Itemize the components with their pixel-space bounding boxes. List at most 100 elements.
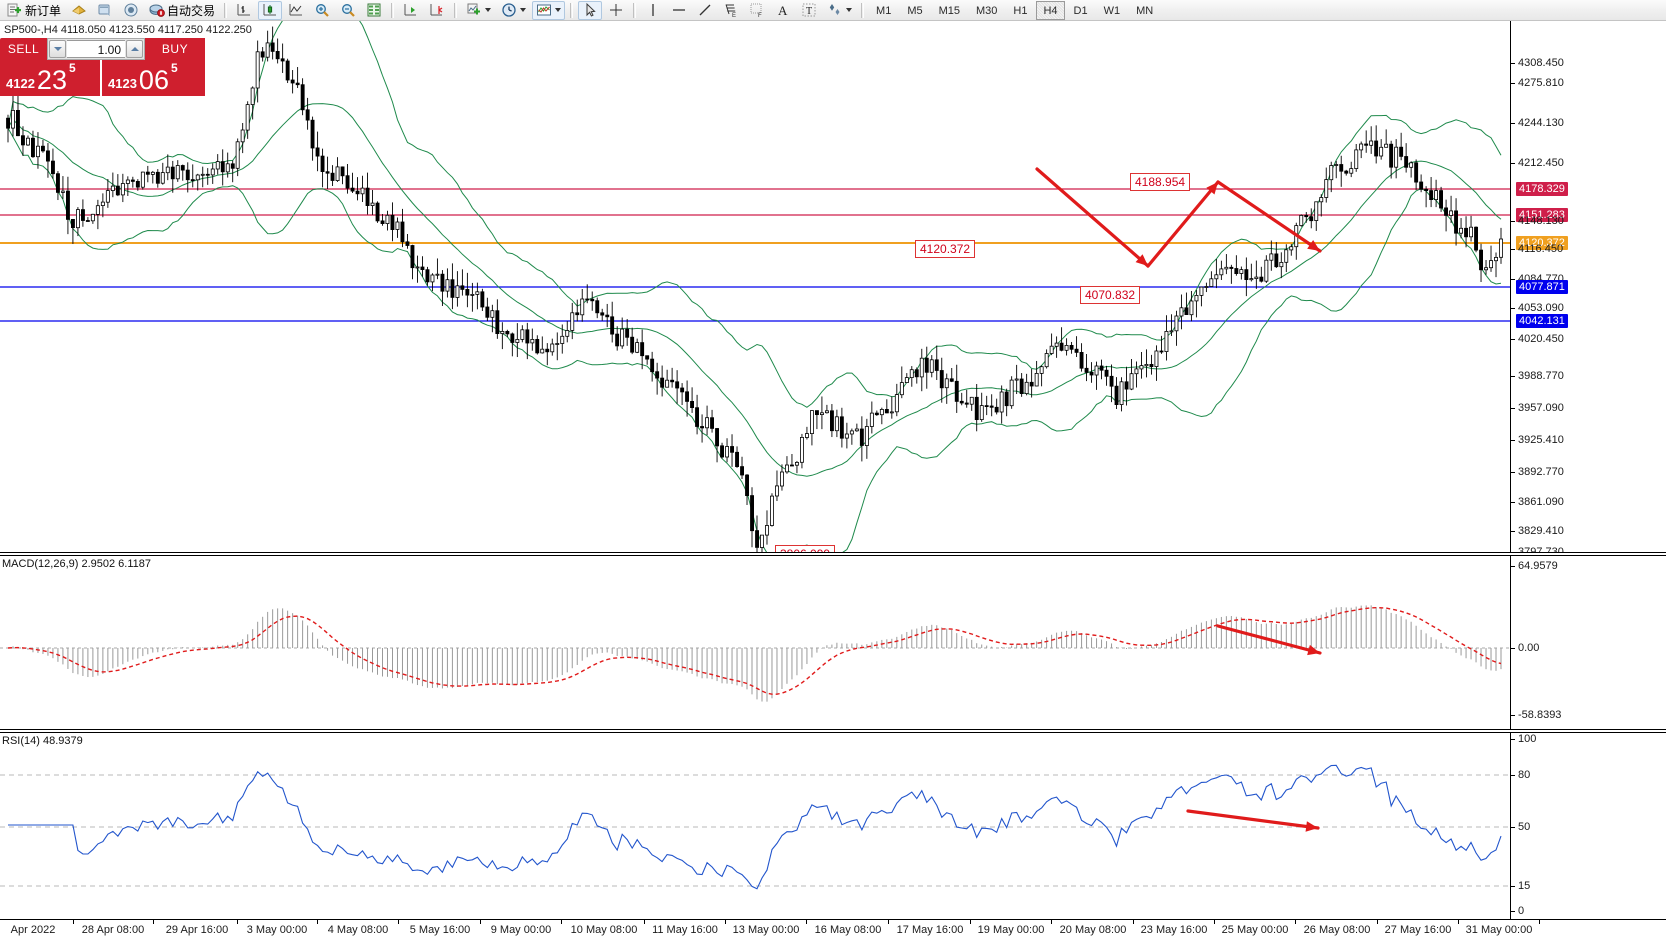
axis-tick: [1511, 715, 1515, 716]
price-level-label[interactable]: 4042.131: [1516, 314, 1568, 328]
shapes-button[interactable]: [823, 1, 856, 20]
trendline-button[interactable]: [693, 1, 717, 20]
timeframe-mn[interactable]: MN: [1136, 4, 1154, 17]
autotrading-button[interactable]: 自动交易: [145, 1, 219, 20]
navigator-button[interactable]: [119, 1, 143, 20]
axis-label: 0: [1518, 905, 1525, 917]
axis-tick: [1511, 911, 1515, 912]
macd-pane[interactable]: MACD(12,26,9) 2.9502 6.1187 64.9579 0.00 -…: [0, 556, 1666, 729]
pane-divider-macd-rsi[interactable]: [0, 729, 1666, 733]
one-click-trading-panel[interactable]: SELL 1.00 BUY 4122 23 5 4123 06 5: [0, 38, 205, 96]
trendline-icon: [697, 2, 713, 18]
period-button[interactable]: [497, 1, 530, 20]
one-click-trading-prices[interactable]: 4122 23 5 4123 06 5: [0, 60, 205, 96]
time-tick: [561, 920, 562, 924]
terminal-icon: [366, 2, 382, 18]
new-order-button[interactable]: 新订单: [3, 1, 65, 20]
price-level-label[interactable]: 4178.329: [1516, 182, 1568, 196]
sell-button[interactable]: SELL: [0, 38, 47, 60]
timeframe-h4[interactable]: H4: [1036, 0, 1065, 20]
price-plot[interactable]: 4188.954 4120.372 4070.832 3806.099: [0, 21, 1510, 552]
price-level-label[interactable]: 4120.372: [1516, 236, 1568, 250]
expert-advisors-button[interactable]: [67, 1, 91, 20]
pane-divider-price-macd[interactable]: [0, 552, 1666, 556]
buy-button[interactable]: BUY: [145, 38, 205, 60]
price-level-label[interactable]: 4077.871: [1516, 280, 1568, 294]
buy-price-fraction: 5: [170, 61, 178, 75]
axis-tick: [1511, 163, 1515, 164]
zoom-in-button[interactable]: [310, 1, 334, 20]
chevron-down-icon[interactable]: [846, 8, 853, 12]
rsi-pane[interactable]: RSI(14) 48.9379 100 80 50 15 0: [0, 733, 1666, 923]
crosshair-button[interactable]: [604, 1, 628, 20]
timeframe-h1[interactable]: H1: [1013, 4, 1028, 17]
rsi-axis[interactable]: 100 80 50 15 0: [1510, 733, 1666, 923]
templates-button[interactable]: [532, 0, 566, 20]
axis-tick: [1511, 648, 1515, 649]
timeframe-group[interactable]: M1 M5 M15 M30 H1 H4 D1 W1 MN: [868, 0, 1161, 20]
chevron-down-icon[interactable]: [485, 8, 492, 12]
chevron-down-icon[interactable]: [520, 8, 527, 12]
price-annotation[interactable]: 4188.954: [1130, 173, 1191, 191]
svg-text:F: F: [758, 13, 762, 18]
horizontal-line-button[interactable]: [667, 1, 691, 20]
indicators-icon: [466, 2, 482, 18]
timeframe-m1[interactable]: M1: [876, 4, 892, 17]
price-level-label[interactable]: 4151.283: [1516, 208, 1568, 222]
auto-scroll-button[interactable]: [399, 1, 423, 20]
cursor-button[interactable]: [578, 0, 603, 20]
toolbar-separator: [570, 2, 574, 18]
svg-text:T: T: [806, 6, 812, 17]
data-window-button[interactable]: [93, 1, 117, 20]
fibonacci-button[interactable]: E: [719, 1, 743, 20]
timeframe-m15[interactable]: M15: [938, 4, 960, 17]
timeframe-m30[interactable]: M30: [976, 4, 998, 17]
buy-price[interactable]: 4123 06 5: [102, 60, 205, 96]
vertical-line-button[interactable]: [641, 1, 665, 20]
macd-axis[interactable]: 64.9579 0.00 -58.8393: [1510, 556, 1666, 729]
main-toolbar[interactable]: 新订单: [0, 0, 1666, 21]
axis-tick: [1511, 531, 1515, 532]
text-label-button[interactable]: T: [797, 1, 821, 20]
time-tick: [1214, 920, 1215, 924]
timeframe-w1[interactable]: W1: [1103, 4, 1121, 17]
macd-plot[interactable]: [0, 556, 1510, 729]
price-annotation[interactable]: 4120.372: [915, 240, 976, 258]
axis-label: 50: [1518, 821, 1531, 833]
axis-label: 3892.770: [1518, 466, 1564, 478]
time-axis-label: 27 May 16:00: [1384, 924, 1452, 936]
line-chart-button[interactable]: [284, 1, 308, 20]
channel-button[interactable]: F: [745, 1, 769, 20]
volume-stepper[interactable]: 1.00: [47, 38, 145, 60]
rsi-plot[interactable]: [0, 733, 1510, 923]
price-annotation[interactable]: 3806.099: [775, 545, 836, 552]
timeframe-d1[interactable]: D1: [1073, 4, 1088, 17]
terminal-button[interactable]: [362, 1, 386, 20]
zoom-out-button[interactable]: [336, 1, 360, 20]
new-order-icon: [7, 2, 23, 18]
timeframe-m5[interactable]: M5: [907, 4, 923, 17]
volume-decrement-button[interactable]: [49, 40, 66, 58]
price-annotation[interactable]: 4070.832: [1080, 286, 1141, 304]
text-button[interactable]: A: [771, 1, 795, 20]
axis-label: 0.00: [1518, 642, 1540, 654]
candlestick-chart-button[interactable]: [258, 0, 283, 20]
sell-price[interactable]: 4122 23 5: [0, 60, 100, 96]
chevron-down-icon[interactable]: [555, 8, 562, 12]
bar-chart-button[interactable]: [232, 1, 256, 20]
volume-input[interactable]: 1.00: [67, 40, 125, 58]
time-axis[interactable]: Apr 2022 28 Apr 08:00 29 Apr 16:00 3 May 00…: [0, 919, 1666, 940]
time-axis-label: 31 May 00:00: [1465, 924, 1533, 936]
volume-increment-button[interactable]: [126, 40, 143, 58]
toolbar-separator: [454, 2, 458, 18]
clock-icon: [501, 2, 517, 18]
price-axis[interactable]: 4308.450 4275.810 4244.130 4212.450 4178.329…: [1510, 21, 1666, 558]
one-click-trading-controls[interactable]: SELL 1.00 BUY: [0, 38, 205, 60]
price-pane[interactable]: 4188.954 4120.372 4070.832 3806.099 4308.45…: [0, 21, 1666, 558]
rsi-chart-svg: [0, 764, 1510, 890]
time-axis-label: 9 May 00:00: [490, 924, 552, 936]
time-tick: [73, 920, 74, 924]
indicators-button[interactable]: [462, 1, 495, 20]
chart-shift-button[interactable]: [425, 1, 449, 20]
chart-area[interactable]: 4188.954 4120.372 4070.832 3806.099 4308.45…: [0, 21, 1666, 940]
